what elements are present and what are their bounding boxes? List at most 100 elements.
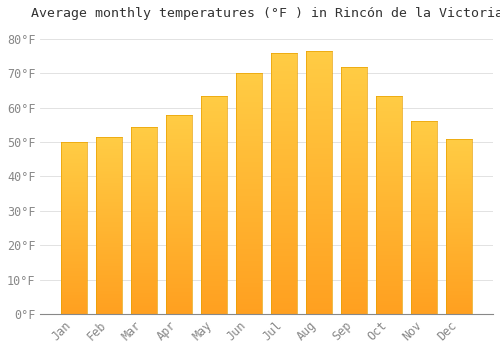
Bar xyxy=(61,274,87,276)
Bar xyxy=(376,307,402,309)
Bar xyxy=(271,212,297,215)
Bar xyxy=(411,133,438,135)
Bar xyxy=(236,179,262,182)
Bar xyxy=(96,183,122,185)
Bar xyxy=(61,264,87,266)
Bar xyxy=(201,126,228,128)
Bar xyxy=(201,299,228,301)
Bar xyxy=(201,244,228,246)
Bar xyxy=(201,238,228,240)
Bar xyxy=(306,272,332,274)
Bar xyxy=(166,304,192,306)
Bar xyxy=(376,294,402,296)
Bar xyxy=(376,100,402,102)
Bar xyxy=(236,198,262,201)
Bar xyxy=(131,269,157,271)
Bar xyxy=(166,154,192,156)
Bar xyxy=(376,192,402,194)
Bar xyxy=(201,277,228,279)
Bar xyxy=(446,181,472,182)
Bar xyxy=(61,310,87,312)
Bar xyxy=(306,138,332,140)
Bar xyxy=(446,284,472,286)
Bar xyxy=(411,272,438,273)
Bar xyxy=(96,188,122,190)
Bar xyxy=(446,260,472,261)
Bar xyxy=(271,131,297,134)
Bar xyxy=(236,290,262,292)
Bar xyxy=(446,246,472,247)
Bar xyxy=(166,306,192,308)
Bar xyxy=(271,183,297,186)
Bar xyxy=(376,155,402,157)
Bar xyxy=(271,173,297,175)
Bar xyxy=(341,155,367,158)
Bar xyxy=(131,252,157,254)
Bar xyxy=(236,206,262,208)
Bar xyxy=(306,201,332,203)
Bar xyxy=(96,197,122,199)
Bar xyxy=(236,275,262,278)
Bar xyxy=(376,305,402,307)
Bar xyxy=(341,208,367,210)
Bar xyxy=(446,156,472,158)
Bar xyxy=(446,160,472,161)
Bar xyxy=(236,148,262,150)
Bar xyxy=(271,267,297,270)
Bar xyxy=(376,170,402,172)
Bar xyxy=(96,156,122,158)
Bar xyxy=(236,218,262,220)
Bar xyxy=(236,100,262,102)
Bar xyxy=(376,231,402,233)
Bar xyxy=(376,238,402,240)
Bar xyxy=(61,278,87,280)
Bar xyxy=(131,174,157,175)
Bar xyxy=(236,170,262,172)
Bar xyxy=(236,107,262,110)
Bar xyxy=(96,174,122,176)
Bar xyxy=(306,140,332,143)
Bar xyxy=(201,139,228,141)
Bar xyxy=(376,312,402,314)
Bar xyxy=(376,226,402,229)
Bar xyxy=(236,213,262,215)
Bar xyxy=(306,267,332,269)
Bar xyxy=(341,240,367,242)
Bar xyxy=(61,185,87,187)
Bar xyxy=(341,222,367,225)
Bar xyxy=(61,216,87,218)
Bar xyxy=(166,202,192,204)
Bar xyxy=(271,71,297,74)
Bar xyxy=(446,191,472,193)
Bar xyxy=(61,152,87,154)
Bar xyxy=(201,229,228,231)
Bar xyxy=(411,125,438,127)
Bar xyxy=(376,98,402,100)
Bar xyxy=(376,275,402,277)
Bar xyxy=(166,310,192,312)
Bar xyxy=(61,302,87,303)
Bar xyxy=(341,133,367,136)
Bar xyxy=(376,229,402,231)
Bar xyxy=(341,173,367,175)
Bar xyxy=(236,158,262,160)
Bar xyxy=(341,66,367,69)
Bar xyxy=(446,240,472,242)
Bar xyxy=(96,180,122,181)
Bar xyxy=(306,56,332,59)
Bar xyxy=(411,281,438,283)
Bar xyxy=(411,124,438,125)
Bar xyxy=(411,177,438,179)
Bar xyxy=(61,231,87,233)
Bar xyxy=(201,181,228,183)
Bar xyxy=(306,161,332,164)
Bar xyxy=(271,66,297,69)
Bar xyxy=(131,162,157,164)
Bar xyxy=(131,217,157,218)
Bar xyxy=(446,214,472,216)
Bar xyxy=(201,290,228,292)
Bar xyxy=(376,181,402,183)
Bar xyxy=(376,96,402,98)
Bar xyxy=(131,159,157,160)
Bar xyxy=(341,91,367,94)
